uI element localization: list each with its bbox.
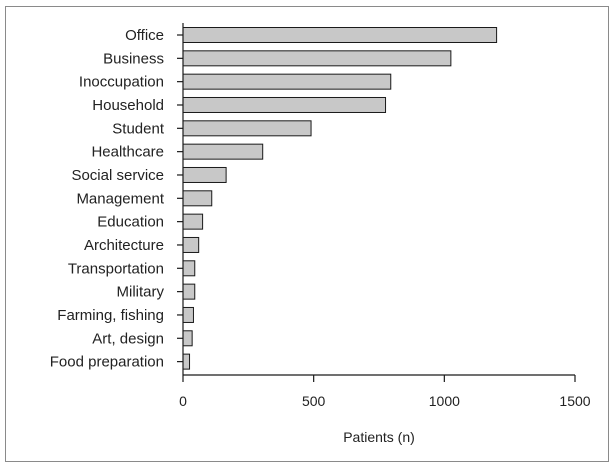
category-label: Management — [76, 190, 164, 207]
bar-education — [182, 213, 204, 230]
x-axis: 0 500 1000 1500 — [179, 374, 591, 409]
category-label: Military — [117, 284, 165, 301]
category-label: Household — [92, 97, 164, 114]
bar-household — [182, 96, 387, 113]
x-tick-label: 1000 — [429, 393, 460, 409]
category-label: Transportation — [68, 260, 164, 277]
category-label: Architecture — [84, 237, 164, 254]
category-label: Healthcare — [91, 144, 164, 161]
bar-architecture — [182, 236, 200, 253]
category-label: Education — [97, 214, 164, 231]
x-axis-title: Patients (n) — [343, 429, 415, 445]
bars-group — [182, 27, 498, 370]
bar-food-preparation — [182, 353, 191, 370]
bar-military — [182, 283, 196, 300]
category-label: Student — [112, 120, 165, 137]
bar-business — [182, 50, 452, 67]
category-label: Food preparation — [50, 354, 164, 371]
bar-inoccupation — [182, 73, 392, 90]
category-label: Art, design — [92, 330, 164, 347]
y-axis — [177, 23, 184, 375]
category-label: Inoccupation — [79, 74, 164, 91]
bar-student — [182, 120, 312, 137]
category-label: Farming, fishing — [57, 307, 164, 324]
bar-art-design — [182, 330, 193, 347]
x-tick-label: 0 — [179, 393, 187, 409]
category-labels: Office Business Inoccupation Household Stude… — [50, 27, 165, 371]
category-label: Business — [103, 50, 164, 67]
bar-social-service — [182, 166, 227, 183]
bar-management — [182, 190, 213, 207]
bar-healthcare — [182, 143, 264, 160]
x-tick-label: 500 — [302, 393, 326, 409]
category-label: Social service — [71, 167, 164, 184]
bar-office — [182, 27, 498, 43]
x-tick-label: 1500 — [559, 393, 590, 409]
bar-transportation — [182, 260, 196, 277]
bar-farming-fishing — [182, 306, 194, 323]
category-label: Office — [125, 27, 164, 44]
